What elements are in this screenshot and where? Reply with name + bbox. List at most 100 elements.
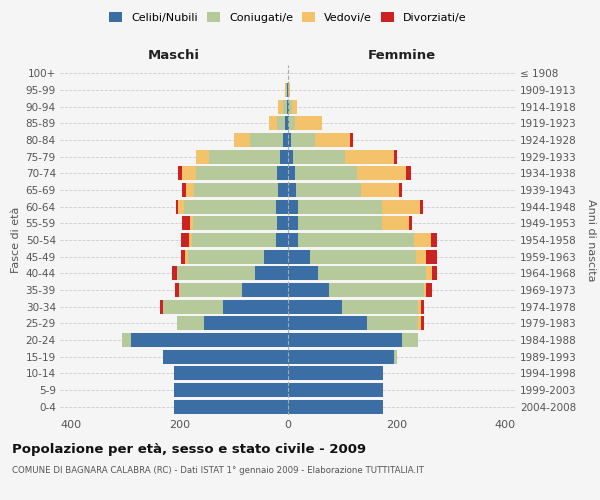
Bar <box>427 283 432 297</box>
Text: COMUNE DI BAGNARA CALABRA (RC) - Dati ISTAT 1° gennaio 2009 - Elaborazione TUTTI: COMUNE DI BAGNARA CALABRA (RC) - Dati IS… <box>12 466 424 475</box>
Bar <box>178 166 182 180</box>
Bar <box>182 166 196 180</box>
Bar <box>250 133 283 147</box>
Bar <box>431 233 437 247</box>
Bar <box>288 150 293 164</box>
Bar <box>280 150 288 164</box>
Bar <box>421 300 424 314</box>
Bar <box>288 183 296 197</box>
Bar <box>310 250 416 264</box>
Bar <box>174 400 288 414</box>
Text: Popolazione per età, sesso e stato civile - 2009: Popolazione per età, sesso e stato civil… <box>12 442 366 456</box>
Text: Maschi: Maschi <box>148 48 200 62</box>
Bar <box>288 366 383 380</box>
Bar <box>288 333 402 347</box>
Bar <box>288 266 318 280</box>
Bar <box>276 233 288 247</box>
Bar <box>175 283 179 297</box>
Bar <box>420 200 422 214</box>
Bar <box>178 200 184 214</box>
Bar <box>209 150 280 164</box>
Bar <box>289 83 290 97</box>
Bar <box>345 150 394 164</box>
Bar <box>185 250 188 264</box>
Bar <box>288 166 295 180</box>
Bar <box>189 233 192 247</box>
Bar <box>399 183 402 197</box>
Bar <box>181 233 189 247</box>
Bar <box>256 266 288 280</box>
Bar <box>402 333 418 347</box>
Bar <box>285 116 288 130</box>
Bar <box>287 100 288 114</box>
Bar <box>315 133 350 147</box>
Bar <box>190 216 193 230</box>
Bar <box>277 216 288 230</box>
Bar <box>288 400 383 414</box>
Bar <box>367 316 418 330</box>
Bar <box>288 316 367 330</box>
Bar <box>160 300 163 314</box>
Bar <box>182 183 186 197</box>
Bar <box>288 133 291 147</box>
Bar <box>181 250 185 264</box>
Bar <box>298 216 382 230</box>
Bar <box>276 200 288 214</box>
Bar <box>418 300 421 314</box>
Bar <box>427 250 437 264</box>
Bar <box>382 200 420 214</box>
Bar <box>177 266 256 280</box>
Bar <box>421 316 424 330</box>
Bar <box>269 116 277 130</box>
Bar <box>186 183 194 197</box>
Bar <box>122 333 131 347</box>
Bar <box>182 216 190 230</box>
Bar <box>184 200 276 214</box>
Bar <box>298 200 382 214</box>
Bar <box>296 183 361 197</box>
Legend: Celibi/Nubili, Coniugati/e, Vedovi/e, Divorziati/e: Celibi/Nubili, Coniugati/e, Vedovi/e, Di… <box>105 8 471 28</box>
Bar <box>416 250 427 264</box>
Bar <box>177 316 204 330</box>
Bar <box>288 250 310 264</box>
Bar <box>172 266 177 280</box>
Bar <box>196 150 209 164</box>
Bar <box>176 200 178 214</box>
Bar <box>350 133 353 147</box>
Bar <box>288 116 289 130</box>
Bar <box>188 250 263 264</box>
Bar <box>204 316 288 330</box>
Text: Femmine: Femmine <box>368 48 436 62</box>
Bar <box>329 283 424 297</box>
Bar <box>193 216 277 230</box>
Bar <box>283 100 287 114</box>
Bar <box>289 116 295 130</box>
Bar <box>196 166 277 180</box>
Bar <box>424 283 427 297</box>
Bar <box>293 150 345 164</box>
Bar <box>361 183 399 197</box>
Bar <box>288 283 329 297</box>
Bar <box>382 216 409 230</box>
Bar <box>427 266 432 280</box>
Bar <box>163 300 223 314</box>
Bar <box>278 183 288 197</box>
Bar <box>285 83 286 97</box>
Bar <box>288 350 394 364</box>
Bar <box>288 83 289 97</box>
Bar <box>292 100 297 114</box>
Y-axis label: Anni di nascita: Anni di nascita <box>586 198 596 281</box>
Bar <box>406 166 411 180</box>
Bar <box>357 166 406 180</box>
Bar <box>277 116 285 130</box>
Bar <box>278 100 283 114</box>
Bar <box>289 100 292 114</box>
Bar <box>288 100 289 114</box>
Bar <box>288 233 298 247</box>
Bar <box>131 333 288 347</box>
Bar <box>174 383 288 397</box>
Bar <box>242 283 288 297</box>
Bar <box>418 316 421 330</box>
Bar <box>286 83 287 97</box>
Bar <box>288 200 298 214</box>
